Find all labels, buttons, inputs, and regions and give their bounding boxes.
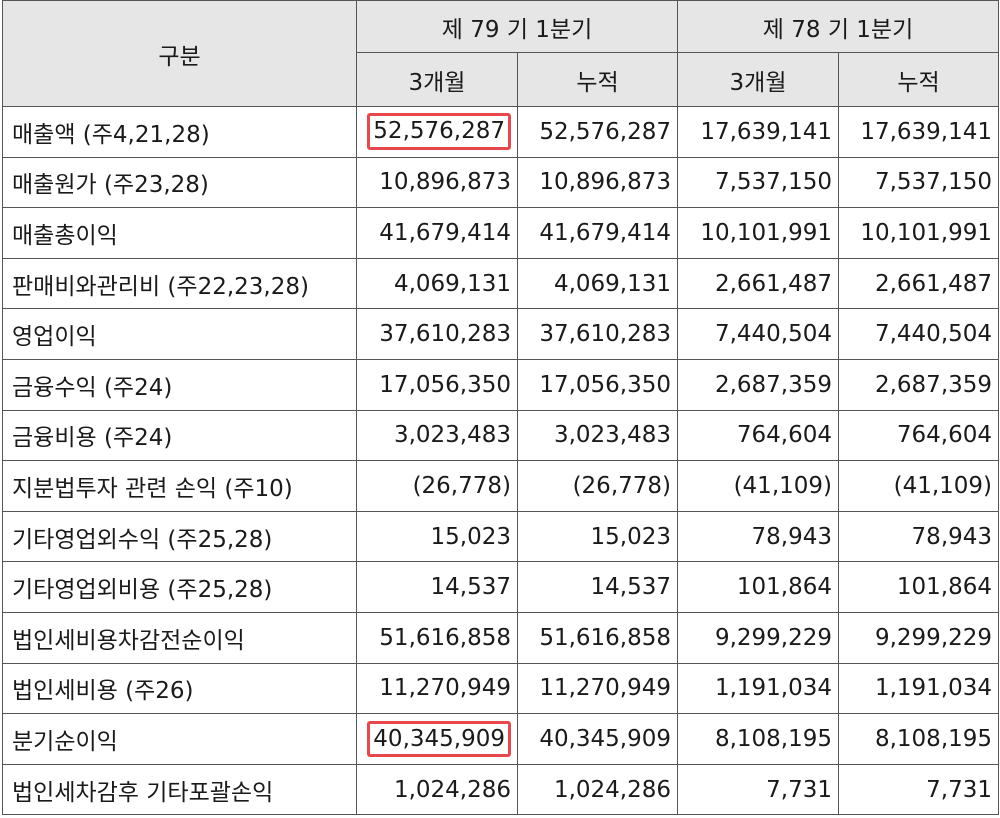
table-row: 기타영업외비용 (주25,28) 14,537 14,537 101,864 101,8… (2, 561, 1000, 613)
current-3m-cell: 10,896,873 (356, 156, 518, 209)
period-prior-header: 제 78 기 1분기 (677, 0, 1000, 53)
current-cumulative-cell: 15,023 (516, 510, 679, 563)
current-3m-cell: 40,345,909 (356, 713, 518, 765)
table-header: 구분 제 79 기 1분기 제 78 기 1분기 3개월 누적 3개월 누적 (2, 0, 1000, 107)
row-label: 매출액 (주4,21,28) (2, 106, 357, 158)
period-current-header: 제 79 기 1분기 (355, 0, 679, 53)
table-row: 매출원가 (주23,28) 10,896,873 10,896,873 7,537,1… (2, 156, 1000, 209)
current-cumulative-cell: (26,778) (516, 460, 679, 512)
prior-3m-cell: (41,109) (677, 460, 840, 512)
current-cumulative-cell: 11,270,949 (516, 662, 679, 715)
current-3m-cell: 3,023,483 (356, 409, 518, 462)
current-3m-cell: 51,616,858 (356, 611, 518, 664)
prior-3m-cell: 2,661,487 (677, 257, 840, 310)
current-cumulative-cell: 17,056,350 (516, 358, 679, 411)
row-label: 기타영업외비용 (주25,28) (2, 561, 357, 613)
prior-3m-cell: 1,191,034 (677, 662, 840, 715)
row-label: 영업이익 (2, 308, 357, 360)
table-row: 분기순이익 40,345,909 40,345,909 8,108,195 8,108,… (2, 713, 1000, 765)
row-label: 법인세차감후 기타포괄손익 (2, 763, 357, 816)
row-label: 지분법투자 관련 손익 (주10) (2, 460, 357, 512)
table-row: 매출액 (주4,21,28) 52,576,287 52,576,287 17,639… (2, 106, 1000, 158)
row-label: 금융비용 (주24) (2, 409, 357, 462)
prior-3m-cell: 78,943 (677, 510, 840, 563)
highlighted-value: 40,345,909 (367, 720, 511, 758)
prior-3m-cell: 2,687,359 (677, 358, 840, 411)
row-label: 매출원가 (주23,28) (2, 156, 357, 209)
prior-3m-cell: 10,101,991 (677, 207, 840, 259)
current-3m-cell: 15,023 (356, 510, 518, 563)
current-3m-cell: 41,679,414 (356, 207, 518, 259)
row-label: 기타영업외수익 (주25,28) (2, 510, 357, 563)
table-row: 판매비와관리비 (주22,23,28) 4,069,131 4,069,131 2,6… (2, 257, 1000, 310)
prior-cumulative-cell: 17,639,141 (838, 106, 1000, 158)
row-label: 법인세비용차감전순이익 (2, 611, 357, 664)
current-cumulative-cell: 51,616,858 (516, 611, 679, 664)
current-cumulative-cell: 37,610,283 (516, 308, 679, 360)
table-row: 기타영업외수익 (주25,28) 15,023 15,023 78,943 78,943 (2, 510, 1000, 563)
prior-3m-cell: 7,731 (677, 763, 840, 816)
table-row: 지분법투자 관련 손익 (주10) (26,778) (26,778) (41,109… (2, 460, 1000, 512)
current-3m-cell: 4,069,131 (356, 257, 518, 310)
current-cumulative-cell: 4,069,131 (516, 257, 679, 310)
current-3m-header: 3개월 (356, 52, 518, 107)
row-label: 법인세비용 (주26) (2, 662, 357, 715)
row-label: 금융수익 (주24) (2, 358, 357, 411)
table-row: 금융비용 (주24) 3,023,483 3,023,483 764,604 764,6… (2, 409, 1000, 462)
current-cumulative-cell: 40,345,909 (516, 713, 679, 765)
prior-3m-cell: 764,604 (677, 409, 840, 462)
table-row: 금융수익 (주24) 17,056,350 17,056,350 2,687,359 2… (2, 358, 1000, 411)
prior-cumulative-cell: 2,687,359 (838, 358, 1000, 411)
row-label: 매출총이익 (2, 207, 357, 259)
prior-cumulative-cell: 78,943 (838, 510, 1000, 563)
current-cumulative-cell: 52,576,287 (516, 106, 679, 158)
prior-cumulative-cell: 7,537,150 (838, 156, 1000, 209)
table-row: 영업이익 37,610,283 37,610,283 7,440,504 7,440,5… (2, 308, 1000, 360)
current-cumulative-cell: 10,896,873 (516, 156, 679, 209)
table-row: 법인세비용 (주26) 11,270,949 11,270,949 1,191,034… (2, 662, 1000, 715)
prior-3m-cell: 8,108,195 (677, 713, 840, 765)
current-3m-cell: 11,270,949 (356, 662, 518, 715)
table-row: 법인세차감후 기타포괄손익 1,024,286 1,024,286 7,731 7,73… (2, 763, 1000, 816)
prior-3m-cell: 17,639,141 (677, 106, 840, 158)
prior-3m-header: 3개월 (677, 52, 840, 107)
current-cumulative-cell: 1,024,286 (516, 763, 679, 816)
current-cumulative-header: 누적 (516, 52, 679, 107)
current-3m-cell: 37,610,283 (356, 308, 518, 360)
prior-cumulative-cell: 1,191,034 (838, 662, 1000, 715)
prior-cumulative-cell: 2,661,487 (838, 257, 1000, 310)
current-3m-cell: 1,024,286 (356, 763, 518, 816)
table-body: 매출액 (주4,21,28) 52,576,287 52,576,287 17,639… (2, 106, 1000, 816)
table-row: 법인세비용차감전순이익 51,616,858 51,616,858 9,299,229… (2, 611, 1000, 664)
current-cumulative-cell: 3,023,483 (516, 409, 679, 462)
prior-cumulative-header: 누적 (838, 52, 1000, 107)
prior-cumulative-cell: 9,299,229 (838, 611, 1000, 664)
row-label: 판매비와관리비 (주22,23,28) (2, 257, 357, 310)
table-row: 매출총이익 41,679,414 41,679,414 10,101,991 10,10… (2, 207, 1000, 259)
prior-cumulative-cell: 10,101,991 (838, 207, 1000, 259)
prior-3m-cell: 7,440,504 (677, 308, 840, 360)
prior-cumulative-cell: 7,440,504 (838, 308, 1000, 360)
current-3m-cell: (26,778) (356, 460, 518, 512)
current-cumulative-cell: 14,537 (516, 561, 679, 613)
current-3m-cell: 17,056,350 (356, 358, 518, 411)
prior-3m-cell: 9,299,229 (677, 611, 840, 664)
prior-cumulative-cell: (41,109) (838, 460, 1000, 512)
category-header: 구분 (2, 0, 357, 107)
prior-cumulative-cell: 7,731 (838, 763, 1000, 816)
prior-3m-cell: 7,537,150 (677, 156, 840, 209)
prior-cumulative-cell: 8,108,195 (838, 713, 1000, 765)
highlighted-value: 52,576,287 (367, 113, 511, 151)
current-cumulative-cell: 41,679,414 (516, 207, 679, 259)
current-3m-cell: 52,576,287 (356, 106, 518, 158)
current-3m-cell: 14,537 (356, 561, 518, 613)
row-label: 분기순이익 (2, 713, 357, 765)
prior-cumulative-cell: 764,604 (838, 409, 1000, 462)
prior-cumulative-cell: 101,864 (838, 561, 1000, 613)
prior-3m-cell: 101,864 (677, 561, 840, 613)
